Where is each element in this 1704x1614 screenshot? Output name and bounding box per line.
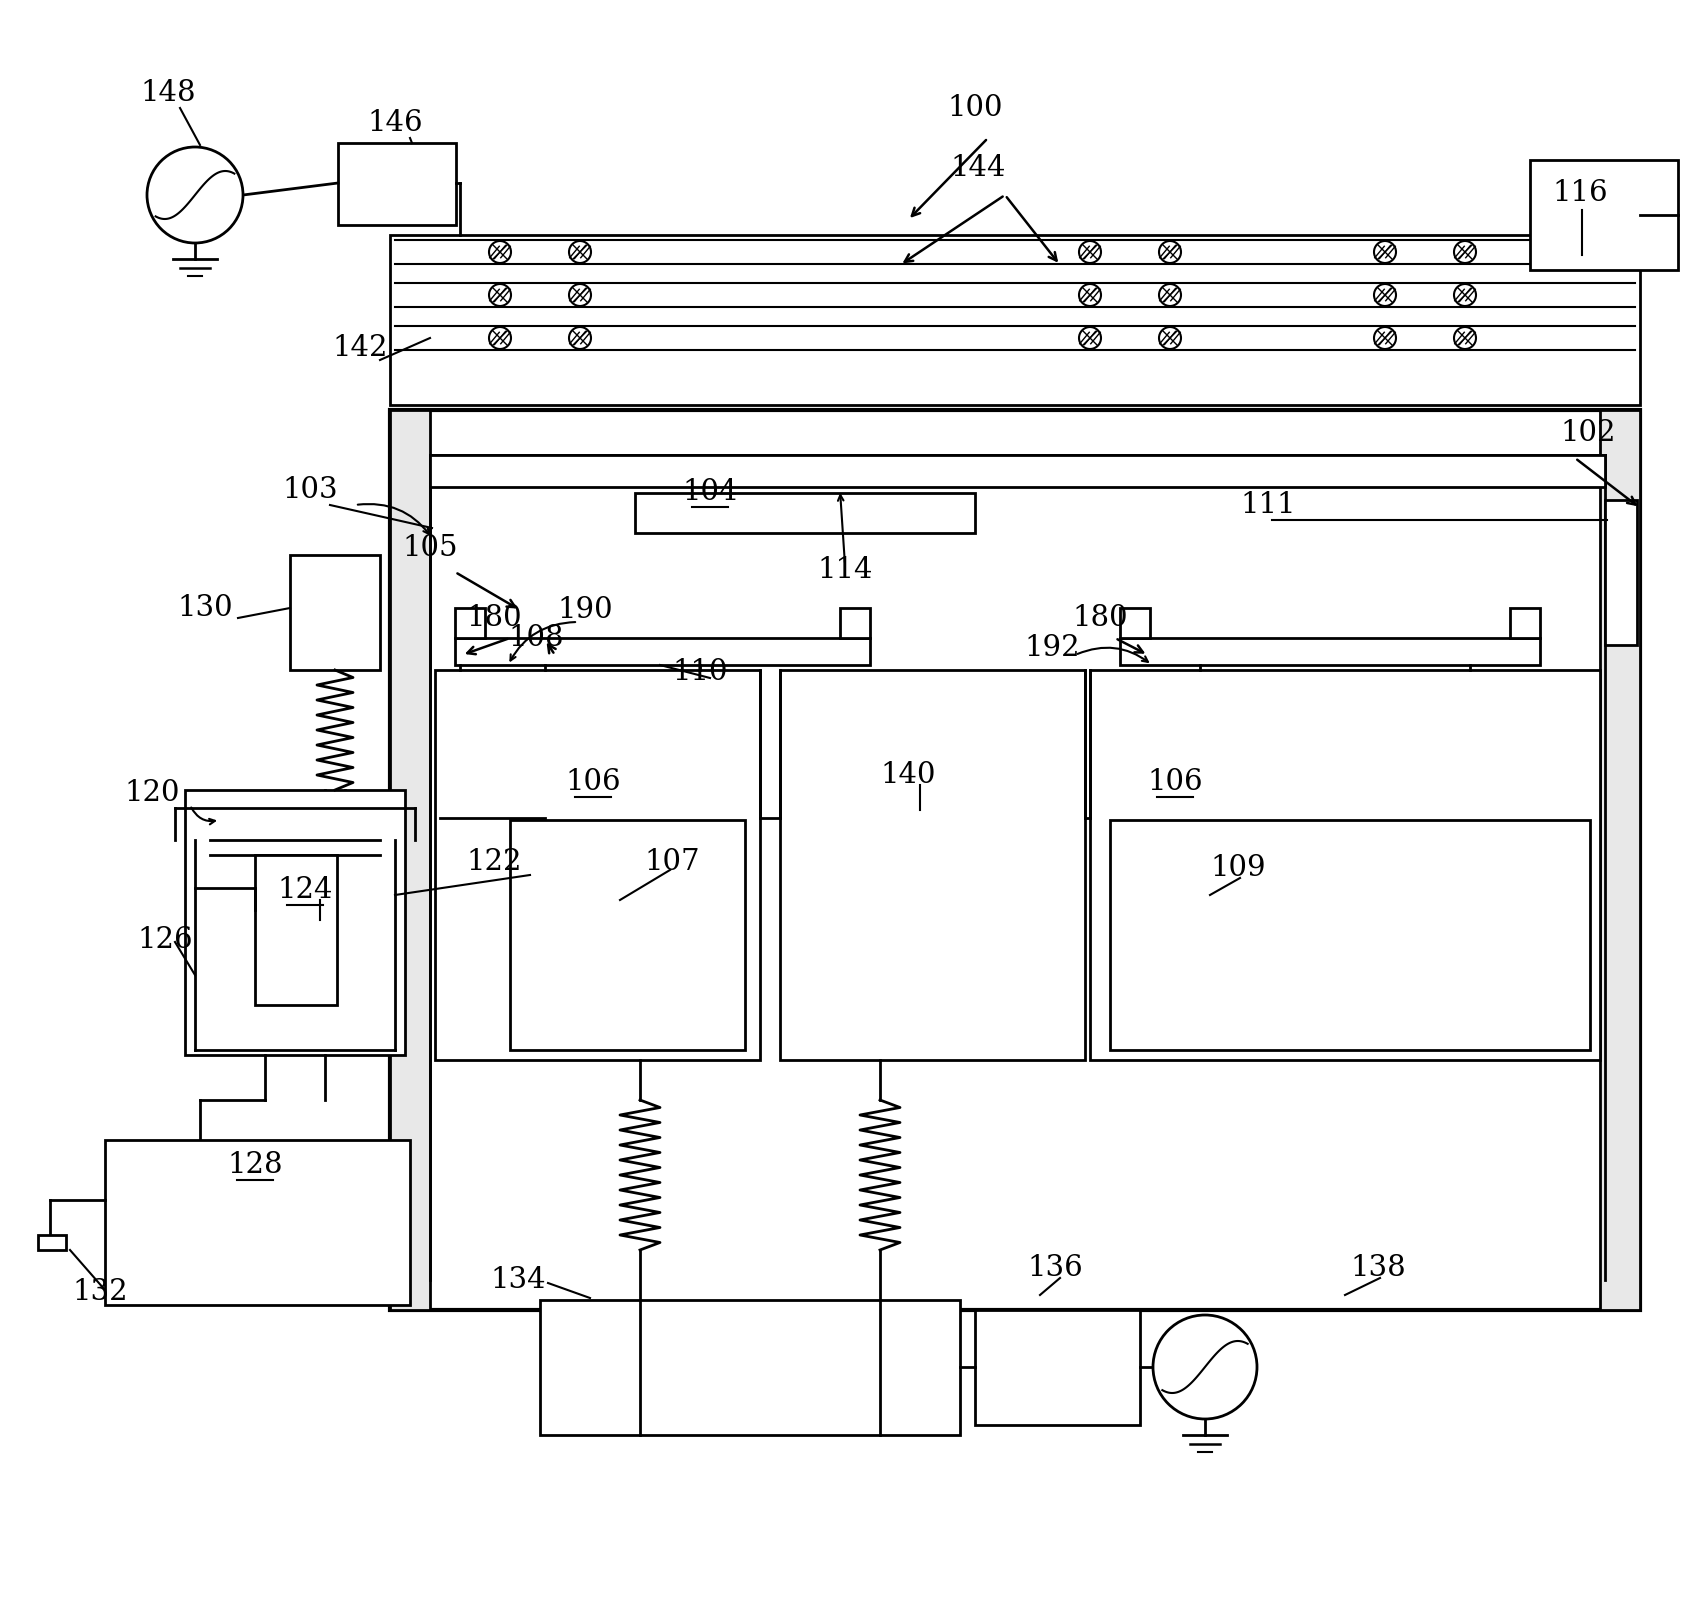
Circle shape: [1159, 240, 1181, 263]
Text: 107: 107: [644, 847, 700, 876]
Text: 100: 100: [947, 94, 1002, 123]
Text: 146: 146: [366, 110, 423, 137]
Text: 142: 142: [332, 334, 389, 362]
Circle shape: [1454, 284, 1476, 307]
Circle shape: [489, 240, 511, 263]
Text: 120: 120: [124, 780, 179, 807]
Circle shape: [1373, 328, 1396, 349]
Text: 132: 132: [72, 1278, 128, 1306]
Circle shape: [147, 147, 244, 244]
Text: 180: 180: [1072, 604, 1128, 633]
Circle shape: [1154, 1315, 1258, 1419]
Circle shape: [569, 328, 591, 349]
Circle shape: [1079, 240, 1101, 263]
Bar: [540, 1299, 959, 1435]
Text: 108: 108: [508, 625, 564, 652]
Text: 148: 148: [140, 79, 196, 107]
Text: 106: 106: [566, 768, 620, 796]
Text: 134: 134: [491, 1265, 545, 1294]
Bar: [455, 608, 486, 638]
Text: 102: 102: [1561, 420, 1615, 447]
Text: 110: 110: [673, 659, 728, 686]
Circle shape: [1454, 328, 1476, 349]
Bar: [975, 1311, 1140, 1425]
Text: 111: 111: [1241, 491, 1295, 520]
Bar: [840, 608, 871, 638]
Text: 124: 124: [278, 876, 332, 904]
Bar: [1120, 638, 1540, 665]
Text: 138: 138: [1350, 1254, 1406, 1282]
Text: 180: 180: [467, 604, 521, 633]
Text: 130: 130: [177, 594, 233, 621]
Circle shape: [1454, 240, 1476, 263]
Bar: [390, 410, 1639, 1311]
Bar: [1109, 820, 1590, 1051]
Text: 122: 122: [467, 847, 521, 876]
Text: 128: 128: [227, 1151, 283, 1178]
Circle shape: [569, 240, 591, 263]
Bar: [1091, 670, 1600, 1060]
Bar: [780, 670, 1085, 1060]
Text: 106: 106: [1147, 768, 1203, 796]
Bar: [390, 410, 429, 1311]
Bar: [1510, 608, 1540, 638]
Circle shape: [1373, 240, 1396, 263]
Bar: [37, 1235, 66, 1249]
Text: 140: 140: [881, 760, 935, 789]
Circle shape: [1373, 284, 1396, 307]
Bar: [337, 144, 457, 224]
Bar: [390, 236, 1639, 405]
Bar: [1120, 608, 1150, 638]
Text: 126: 126: [138, 926, 193, 954]
Text: 116: 116: [1552, 179, 1609, 207]
Circle shape: [489, 284, 511, 307]
Bar: [1530, 160, 1678, 270]
Circle shape: [1159, 284, 1181, 307]
Circle shape: [489, 328, 511, 349]
Bar: [636, 492, 975, 533]
Bar: [509, 820, 745, 1051]
Circle shape: [1159, 328, 1181, 349]
Circle shape: [1079, 284, 1101, 307]
Text: 114: 114: [818, 555, 872, 584]
Text: 104: 104: [682, 478, 738, 507]
Bar: [1600, 410, 1639, 1311]
Bar: [1605, 500, 1638, 646]
Bar: [290, 555, 380, 670]
Circle shape: [569, 284, 591, 307]
Text: 103: 103: [283, 476, 337, 504]
Bar: [256, 855, 337, 1006]
Text: 192: 192: [1024, 634, 1080, 662]
Bar: [455, 638, 871, 665]
Text: 109: 109: [1210, 854, 1266, 881]
Text: 144: 144: [951, 153, 1005, 182]
Bar: [106, 1139, 411, 1306]
Bar: [186, 789, 406, 1056]
Bar: [429, 455, 1605, 487]
Circle shape: [1079, 328, 1101, 349]
Text: 105: 105: [402, 534, 458, 562]
Text: 136: 136: [1028, 1254, 1082, 1282]
Bar: [435, 670, 760, 1060]
Text: 190: 190: [557, 596, 613, 625]
